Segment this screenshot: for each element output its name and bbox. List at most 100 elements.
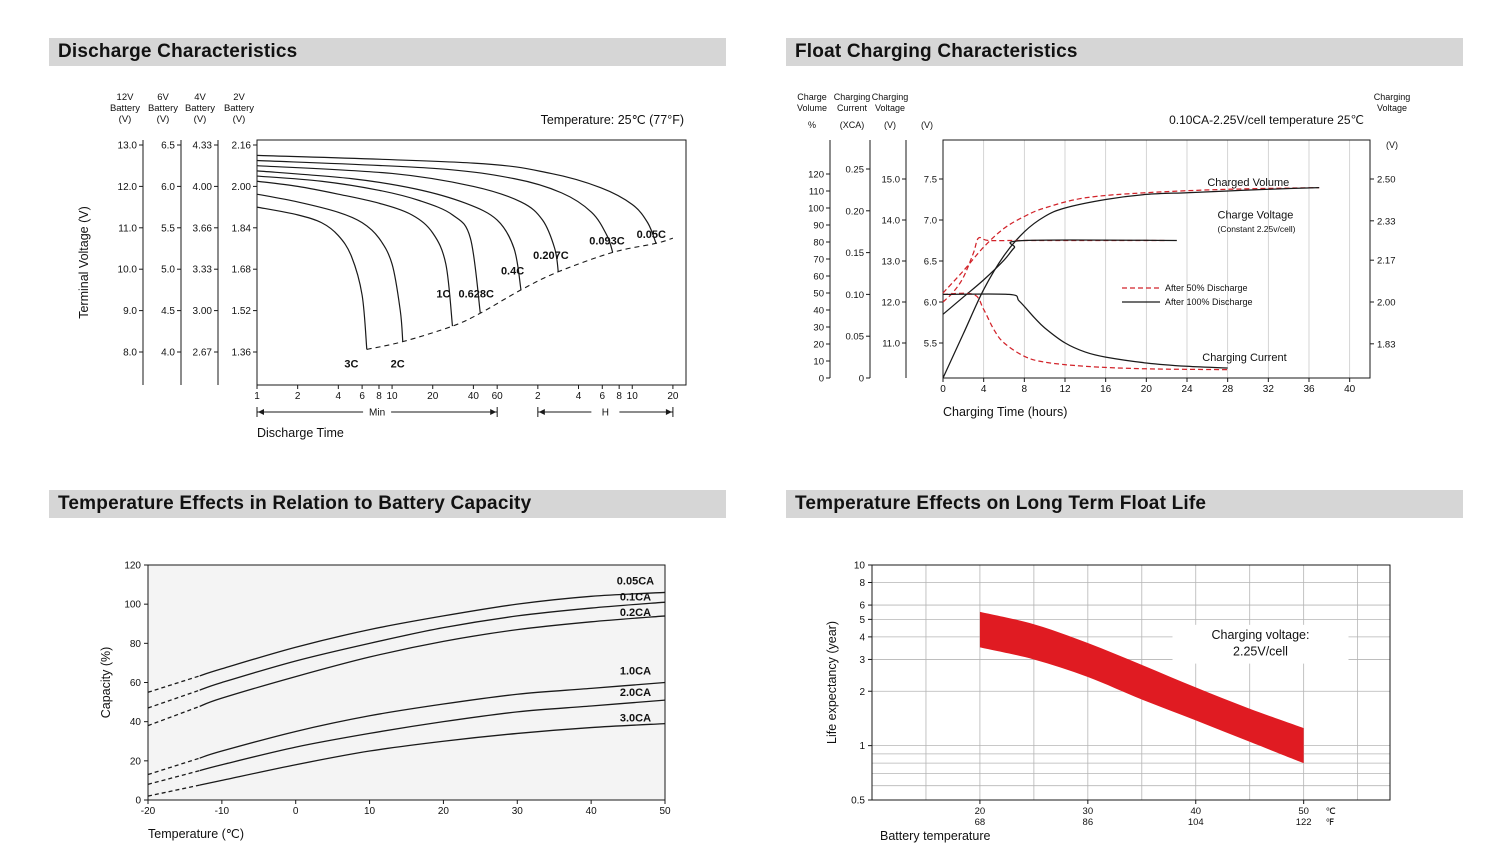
axis-tick-label: 40 [813, 306, 824, 317]
span-label-bg [363, 405, 392, 419]
voltage-tick-label: 1.84 [232, 223, 252, 234]
curve-charging-current-after-100-discharge- [942, 293, 1228, 369]
x-axis-title: Discharge Time [257, 426, 344, 440]
panel-header-float-life: Temperature Effects on Long Term Float L… [786, 490, 1463, 518]
annotation-bg [1172, 624, 1349, 664]
capacity-curve-dashed-0.2CA [147, 705, 200, 727]
y-tick-label: 1 [859, 741, 865, 752]
axis-tick-label: 0.10 [846, 290, 865, 301]
y-tick-label: 6 [859, 601, 865, 612]
x-tick-label: 50 [659, 806, 671, 817]
y-tick-label: 2 [859, 687, 865, 698]
x-tick-label-celsius: 40 [1190, 806, 1201, 817]
axis-tick-label: 15.0 [882, 175, 901, 186]
axis-tick-label: 11.0 [882, 339, 900, 350]
discharge-curve-0.207C [256, 165, 559, 272]
temperature-capacity-chart: 0 20 40 60 80 100 120 -20 -10 0 10 20 30 40 50 Capacity… [99, 561, 671, 842]
discharge-characteristics-chart: 12VBattery(V)13.012.011.010.09.08.06VBat… [77, 92, 687, 440]
span-label: H [602, 408, 609, 419]
axis-tick-label: 0 [859, 374, 864, 385]
x-tick-label: 30 [512, 806, 524, 817]
y-axis-title: Terminal Voltage (V) [77, 206, 91, 319]
curve-label-2C: 2C [391, 359, 405, 371]
right-axis-tick-label: 2.17 [1377, 256, 1396, 267]
voltage-axis-header: Battery [110, 103, 140, 114]
x-tick-label: 0 [940, 384, 946, 395]
panel-float-charging: Float Charging Characteristics Charge Vol… [786, 38, 1500, 480]
voltage-tick-label: 4.0 [161, 348, 175, 359]
voltage-axis-header: Battery [185, 103, 215, 114]
voltage-axis-header: 12V [117, 92, 135, 103]
discharge-curve-0.093C [256, 159, 614, 253]
x-unit-celsius: ℃ [1326, 806, 1336, 816]
voltage-tick-label: 3.66 [193, 223, 213, 234]
curve-charge-voltage-after-50-discharge- [942, 236, 1167, 303]
x-axis-title: Temperature (℃) [148, 827, 244, 841]
y-tick-label: 3 [859, 655, 865, 666]
x-tick-label: 8 [376, 391, 382, 402]
axis-header: Charge [797, 92, 827, 102]
capacity-curve-dashed-0.1CA [147, 689, 200, 709]
x-tick-label-fahrenheit: 122 [1296, 817, 1312, 828]
annotation-label: Charging Current [1202, 352, 1286, 364]
axis-tick-label: 0.15 [846, 248, 865, 259]
x-tick-label: -10 [215, 806, 230, 817]
capacity-curve-0.1CA [199, 601, 666, 691]
span-arrow-right [490, 409, 497, 415]
curve-label-0.093C: 0.093C [589, 236, 625, 248]
voltage-tick-label: 5.5 [161, 223, 175, 234]
plot-border [871, 564, 1391, 801]
curve-label-3.0CA: 3.0CA [620, 713, 651, 725]
axis-tick-label: 14.0 [882, 216, 901, 227]
axis-tick-label: 0.05 [846, 332, 865, 343]
annotation-line-1: Charging voltage: [1212, 628, 1310, 642]
capacity-curve-3.0CA [199, 722, 666, 786]
voltage-axis-header: (V) [157, 114, 170, 125]
span-label: Min [369, 408, 385, 419]
axis-tick-label: 5.5 [924, 339, 937, 350]
y-tick-label: 8 [859, 578, 865, 589]
x-tick-label: 4 [576, 391, 582, 402]
axis-tick-label: 7.5 [924, 175, 937, 186]
right-axis-tick-label: 2.00 [1377, 298, 1396, 309]
x-tick-label: 60 [492, 391, 504, 402]
x-tick-label: -20 [141, 806, 156, 817]
y-axis-title: Capacity (%) [99, 647, 113, 719]
x-tick-label: 40 [1344, 384, 1356, 395]
axis-tick-label: 0.25 [846, 165, 865, 176]
x-tick-label-celsius: 30 [1083, 806, 1094, 817]
axis-tick-label: 12.0 [882, 298, 901, 309]
axis-header: Current [837, 103, 868, 113]
voltage-tick-label: 11.0 [118, 223, 137, 234]
axis-tick-label: 6.0 [924, 298, 937, 309]
curve-label-0.207C: 0.207C [533, 250, 569, 262]
x-tick-label: 4 [981, 384, 987, 395]
voltage-tick-label: 2.67 [193, 348, 213, 359]
x-axis-title: Battery temperature [880, 829, 991, 843]
span-arrow-left [538, 409, 545, 415]
axis-tick-label: 100 [808, 204, 824, 215]
discharge-curve-2C [256, 193, 404, 342]
temperature-note: Temperature: 25℃ (77°F) [541, 113, 684, 127]
axis-header: Volume [797, 103, 827, 113]
x-tick-label-fahrenheit: 104 [1188, 817, 1204, 828]
voltage-axis-header: 4V [194, 92, 206, 103]
voltage-axis-header: Battery [148, 103, 178, 114]
axis-tick-label: 90 [813, 221, 824, 232]
discharge-curve-0.628C [256, 175, 481, 314]
x-axis-title: Charging Time (hours) [943, 405, 1067, 419]
x-tick-label: 12 [1059, 384, 1071, 395]
x-tick-label: 20 [667, 391, 679, 402]
x-tick-label: 28 [1222, 384, 1234, 395]
voltage-tick-label: 1.68 [232, 265, 252, 276]
x-tick-label: 10 [387, 391, 399, 402]
discharge-curve-1C [256, 180, 454, 327]
axis-tick-label: 50 [813, 289, 824, 300]
x-tick-label: 1 [254, 391, 260, 402]
voltage-axis-header: (V) [194, 114, 207, 125]
x-tick-label: 24 [1181, 384, 1193, 395]
axis-tick-label: 6.5 [924, 257, 937, 268]
voltage-tick-label: 8.0 [123, 348, 137, 359]
voltage-tick-label: 3.33 [193, 265, 213, 276]
